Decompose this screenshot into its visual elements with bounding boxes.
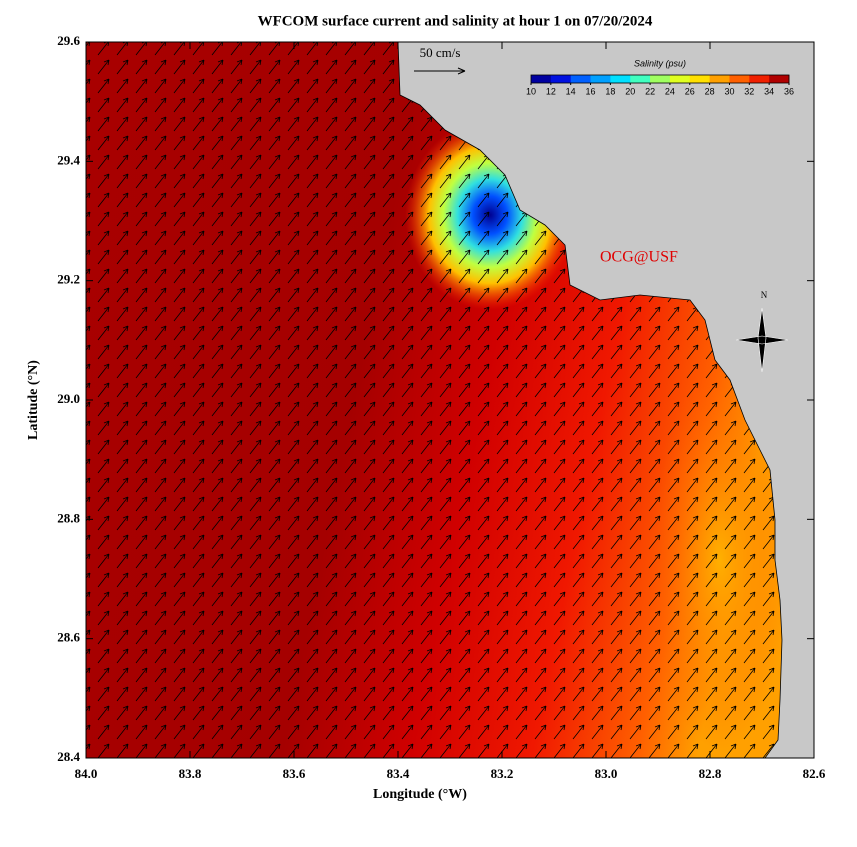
y-axis-label: Latitude (°N) (26, 360, 41, 440)
north-label: N (761, 290, 768, 300)
y-tick-label: 29.4 (57, 152, 80, 167)
scale-label: 50 cm/s (420, 45, 461, 60)
colorbar-swatch (570, 75, 591, 83)
land (397, 42, 814, 758)
colorbar-swatch (550, 75, 571, 83)
colorbar-swatch (689, 75, 710, 83)
y-tick-label: 29.0 (57, 391, 80, 406)
colorbar-tick-label: 14 (566, 86, 576, 96)
x-tick-label: 83.6 (283, 766, 306, 781)
colorbar-swatch (650, 75, 671, 83)
colorbar-tick-label: 30 (724, 86, 734, 96)
colorbar-swatch (531, 75, 552, 83)
colorbar-swatch (610, 75, 631, 83)
colorbar-swatch (669, 75, 691, 83)
x-tick-label: 82.8 (699, 766, 722, 781)
colorbar-tick-label: 18 (605, 86, 615, 96)
colorbar-tick-label: 10 (526, 86, 536, 96)
colorbar-tick-label: 26 (685, 86, 695, 96)
chart-title: WFCOM surface current and salinity at ho… (258, 13, 653, 29)
x-tick-label: 83.2 (491, 766, 514, 781)
colorbar-frame (530, 74, 790, 84)
north-arrow: N (735, 290, 789, 373)
colorbar-swatch (709, 75, 730, 83)
colorbar-tick-label: 32 (744, 86, 754, 96)
colorbar-tick-label: 20 (625, 86, 635, 96)
compass (735, 307, 789, 373)
colorbar-tick-label: 12 (546, 86, 556, 96)
y-tick-label: 28.4 (57, 749, 80, 764)
x-axis-label: Longitude (°W) (373, 787, 467, 802)
colorbar-swatch (729, 75, 750, 83)
colorbar-tick-label: 24 (665, 86, 675, 96)
colorbar-tick-label: 16 (586, 86, 596, 96)
x-tick-label: 84.0 (75, 766, 98, 781)
x-tick-label: 82.6 (803, 766, 826, 781)
colorbar-swatch (769, 75, 790, 83)
y-tick-label: 29.6 (57, 33, 80, 48)
y-tick-label: 28.6 (57, 630, 80, 645)
watermark: OCG@USF (600, 249, 678, 266)
x-tick-label: 83.4 (387, 766, 410, 781)
colorbar-swatch (630, 75, 651, 83)
colorbar-swatch (590, 75, 611, 83)
x-tick-label: 83.0 (595, 766, 618, 781)
colorbar-tick-label: 28 (705, 86, 715, 96)
y-tick-label: 29.2 (57, 272, 80, 287)
colorbar-label: Salinity (psu) (634, 58, 686, 68)
colorbar-tick-label: 22 (645, 86, 655, 96)
y-tick-label: 28.8 (57, 510, 80, 525)
colorbar-tick-label: 36 (784, 86, 794, 96)
map-area (86, 42, 814, 758)
colorbar-swatch (749, 75, 770, 83)
scale-arrow (414, 67, 466, 75)
x-tick-label: 83.8 (179, 766, 202, 781)
colorbar-tick-label: 34 (764, 86, 774, 96)
